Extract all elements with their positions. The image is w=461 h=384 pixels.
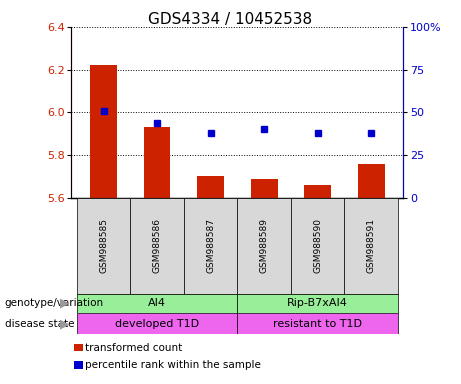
Bar: [77, 198, 130, 294]
Bar: [130, 198, 184, 294]
Text: percentile rank within the sample: percentile rank within the sample: [85, 360, 261, 370]
Bar: [251, 179, 278, 198]
Text: GSM988590: GSM988590: [313, 218, 322, 273]
Bar: [344, 198, 398, 294]
Bar: [358, 164, 384, 198]
Bar: [77, 294, 237, 313]
Text: GSM988591: GSM988591: [367, 218, 376, 273]
Text: AI4: AI4: [148, 298, 166, 308]
Bar: [291, 198, 344, 294]
Text: Rip-B7xAI4: Rip-B7xAI4: [287, 298, 348, 308]
Text: ▶: ▶: [59, 297, 69, 310]
Text: genotype/variation: genotype/variation: [5, 298, 104, 308]
Bar: [304, 185, 331, 198]
Bar: [90, 65, 117, 198]
Bar: [237, 198, 291, 294]
Text: disease state: disease state: [5, 318, 74, 329]
Text: GSM988589: GSM988589: [260, 218, 269, 273]
Text: GDS4334 / 10452538: GDS4334 / 10452538: [148, 12, 313, 26]
Bar: [197, 176, 224, 198]
Text: developed T1D: developed T1D: [115, 318, 199, 329]
Text: GSM988585: GSM988585: [99, 218, 108, 273]
Text: resistant to T1D: resistant to T1D: [273, 318, 362, 329]
Bar: [237, 313, 398, 334]
Bar: [144, 127, 171, 198]
Text: transformed count: transformed count: [85, 343, 183, 353]
Text: ▶: ▶: [59, 317, 69, 330]
Text: GSM988587: GSM988587: [206, 218, 215, 273]
Bar: [77, 313, 237, 334]
Text: GSM988586: GSM988586: [153, 218, 162, 273]
Bar: [184, 198, 237, 294]
Bar: [237, 294, 398, 313]
